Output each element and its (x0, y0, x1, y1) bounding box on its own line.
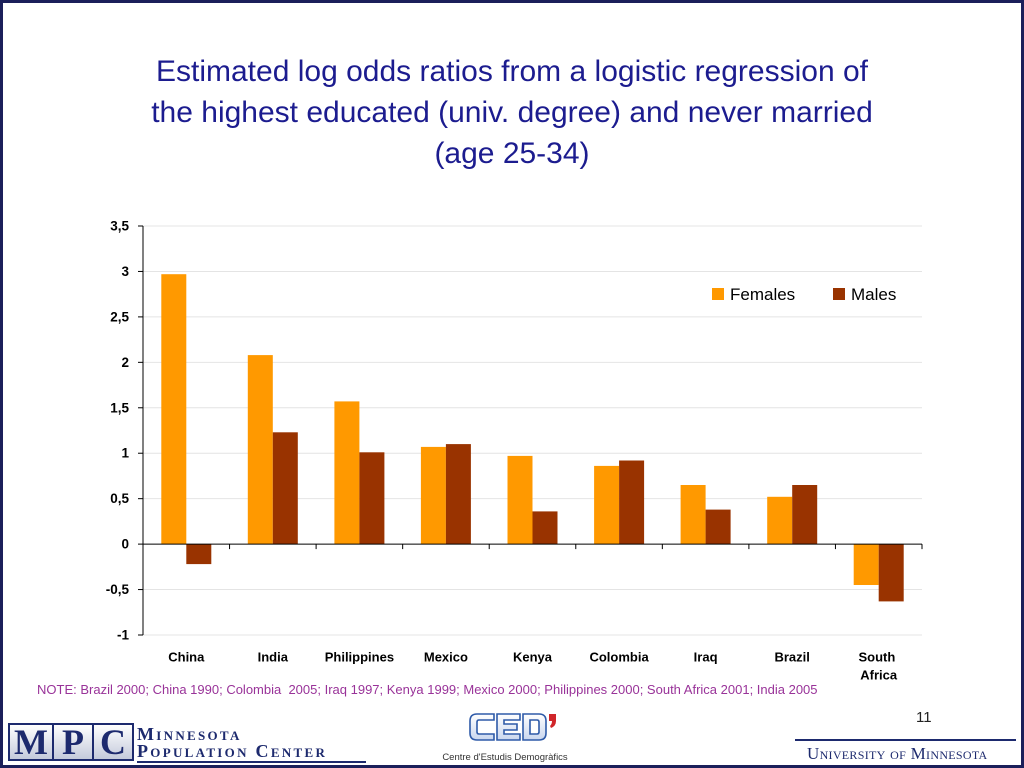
footnote: NOTE: Brazil 2000; China 1990; Colombia … (37, 682, 818, 697)
y-tick-label: 1 (121, 446, 129, 461)
ced-red-mark (549, 714, 556, 728)
legend-swatch-females (712, 288, 724, 300)
x-tick-label: South Africa (858, 650, 898, 683)
y-tick-label: 2 (121, 355, 129, 370)
x-tick-label: China (168, 650, 205, 665)
ced-letter-d (522, 713, 547, 741)
bar-males-kenya (532, 511, 558, 545)
ced-letter-c (469, 713, 495, 741)
x-tick-label: Mexico (424, 650, 468, 665)
bar-males-india (272, 432, 298, 545)
bar-males-south-africa (878, 544, 904, 602)
bar-females-colombia (594, 465, 620, 545)
mpc-letter-m: M (10, 724, 52, 760)
mpc-letter-p: P (52, 724, 92, 760)
university-wordmark: University of Minnesota (807, 744, 988, 763)
y-tick-label: -0,5 (106, 582, 130, 597)
title-line-3: (age 25-34) (434, 137, 590, 170)
y-tick-label: 1,5 (110, 400, 129, 415)
bar-males-iraq (705, 509, 731, 545)
ced-logo (469, 713, 556, 741)
x-tick-label: Iraq (694, 650, 718, 665)
title-line-1: Estimated log odds ratios from a logisti… (156, 55, 868, 88)
y-tick-label: 0 (121, 537, 129, 552)
bar-females-south-africa (853, 544, 879, 585)
bar-females-china (161, 274, 187, 545)
university-rule (795, 739, 1016, 741)
mpc-rule (137, 761, 366, 763)
x-tick-label: Colombia (589, 650, 649, 665)
title-line-2: the highest educated (univ. degree) and … (151, 96, 873, 129)
ced-letter-e (496, 713, 521, 741)
mpc-name-line-1: Minnesota (137, 724, 242, 744)
x-tick-label: Kenya (513, 650, 553, 665)
legend-label-females: Females (730, 285, 795, 304)
x-tick-label: Brazil (774, 650, 809, 665)
mpc-logo: M P C Minnesota Population Center (8, 722, 370, 765)
x-tick-label: India (258, 650, 289, 665)
bar-males-mexico (445, 444, 471, 545)
bar-females-mexico (420, 446, 446, 545)
bar-females-india (247, 355, 273, 545)
legend-label-males: Males (851, 285, 896, 304)
bar-females-brazil (767, 496, 793, 545)
bar-males-brazil (792, 485, 818, 545)
mpc-name-line-2: Population Center (137, 741, 328, 761)
y-tick-label: 3 (121, 264, 129, 279)
y-tick-label: 2,5 (110, 309, 129, 324)
ced-caption: Centre d'Estudis Demogràfics (442, 752, 568, 763)
bar-chart: 3,5 3 2,5 2 1,5 1 0,5 0 -0,5 -1 China India Philippi… (106, 219, 923, 683)
bar-males-china (186, 544, 212, 565)
bar-males-philippines (359, 452, 385, 545)
slide-title: Estimated log odds ratios from a logisti… (0, 51, 1024, 174)
mpc-letter-boxes: M P C (8, 723, 134, 761)
y-tick-label: 3,5 (110, 219, 129, 234)
y-tick-label: 0,5 (110, 491, 129, 506)
x-tick-label: Philippines (325, 650, 394, 665)
bar-males-colombia (619, 460, 645, 545)
bar-females-philippines (334, 401, 360, 545)
y-tick-label: -1 (117, 628, 129, 643)
bar-females-iraq (680, 485, 706, 545)
bar-females-kenya (507, 455, 533, 545)
page-number: 11 (916, 709, 932, 726)
legend-swatch-males (833, 288, 845, 300)
mpc-letter-c: C (92, 724, 132, 760)
